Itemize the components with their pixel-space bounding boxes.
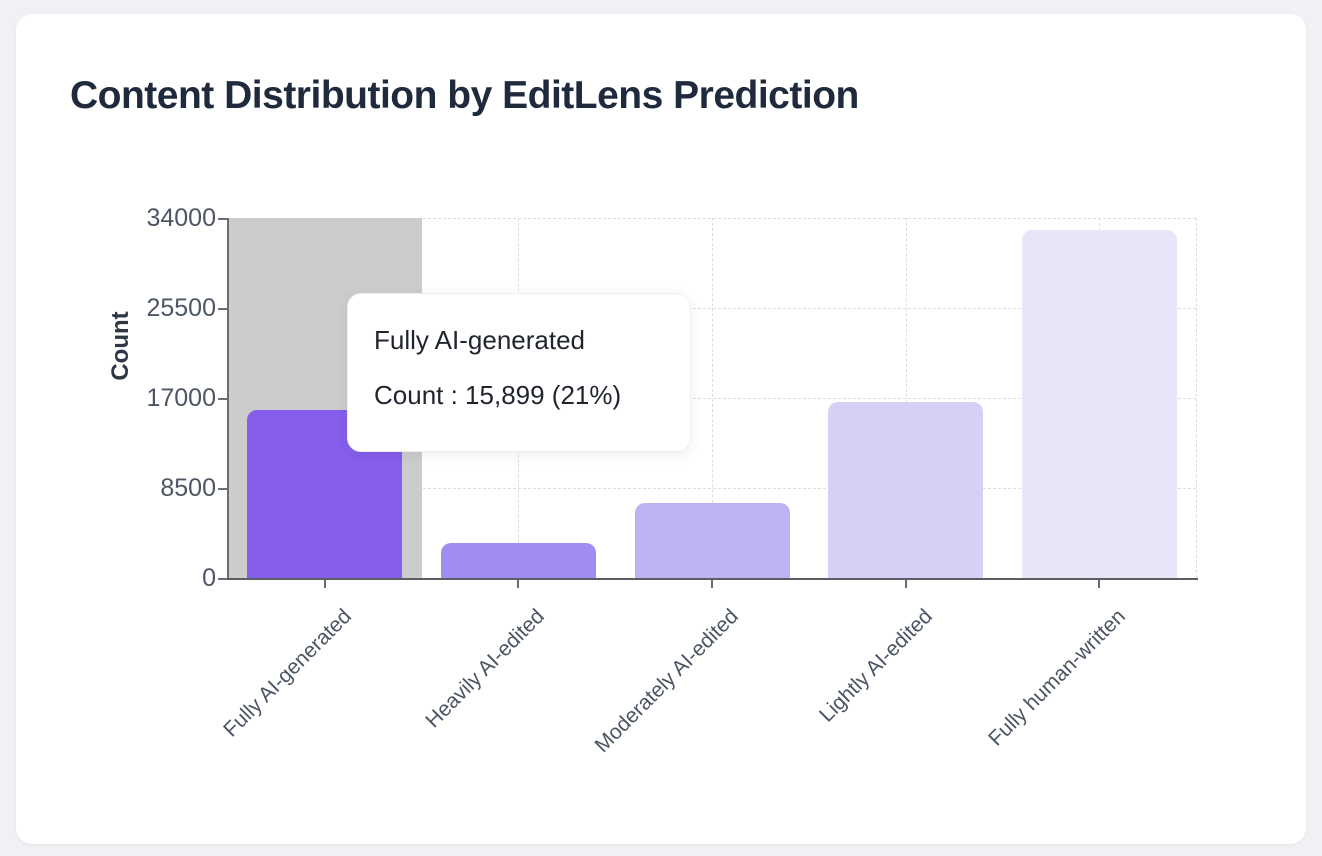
y-tick-label: 25500 (146, 294, 216, 322)
x-axis-tick (1098, 580, 1101, 588)
x-axis-tick (904, 580, 907, 588)
bar-moderately-ai-edited[interactable] (634, 502, 790, 578)
y-axis-title: Count (107, 311, 134, 381)
y-axis-tick (218, 218, 227, 220)
x-axis-tick (517, 580, 520, 588)
y-axis-tick (218, 398, 227, 400)
y-axis-line (227, 218, 229, 578)
y-tick-label: 17000 (146, 384, 216, 412)
tooltip-value-label: Count : 15,899 (21%) (374, 380, 622, 410)
gridline-vertical (1196, 218, 1197, 578)
bar-heavily-ai-edited[interactable] (440, 543, 596, 578)
bar-chart: 0 8500 17000 25500 34000 Fully AI-generated He… (146, 204, 1198, 757)
gridline-vertical (905, 218, 907, 578)
gridline-vertical (712, 218, 713, 578)
y-tick-label: 8500 (160, 474, 216, 502)
bar-fully-human-written[interactable] (1021, 229, 1177, 578)
tooltip-category-label: Fully AI-generated (374, 325, 586, 355)
y-axis-tick (218, 578, 227, 580)
y-tick-label: 0 (202, 564, 216, 592)
y-tick-label: 34000 (146, 204, 216, 232)
tooltip: Fully AI-generated Count : 15,899 (21%) (347, 293, 691, 452)
x-axis-tick (711, 580, 713, 588)
bar-lightly-ai-edited[interactable] (828, 402, 984, 578)
y-axis-tick (218, 308, 227, 310)
x-axis-line (226, 578, 1198, 580)
y-axis-tick (218, 488, 227, 490)
page-title: Content Distribution by EditLens Predict… (70, 74, 859, 117)
x-axis-tick (323, 580, 326, 588)
